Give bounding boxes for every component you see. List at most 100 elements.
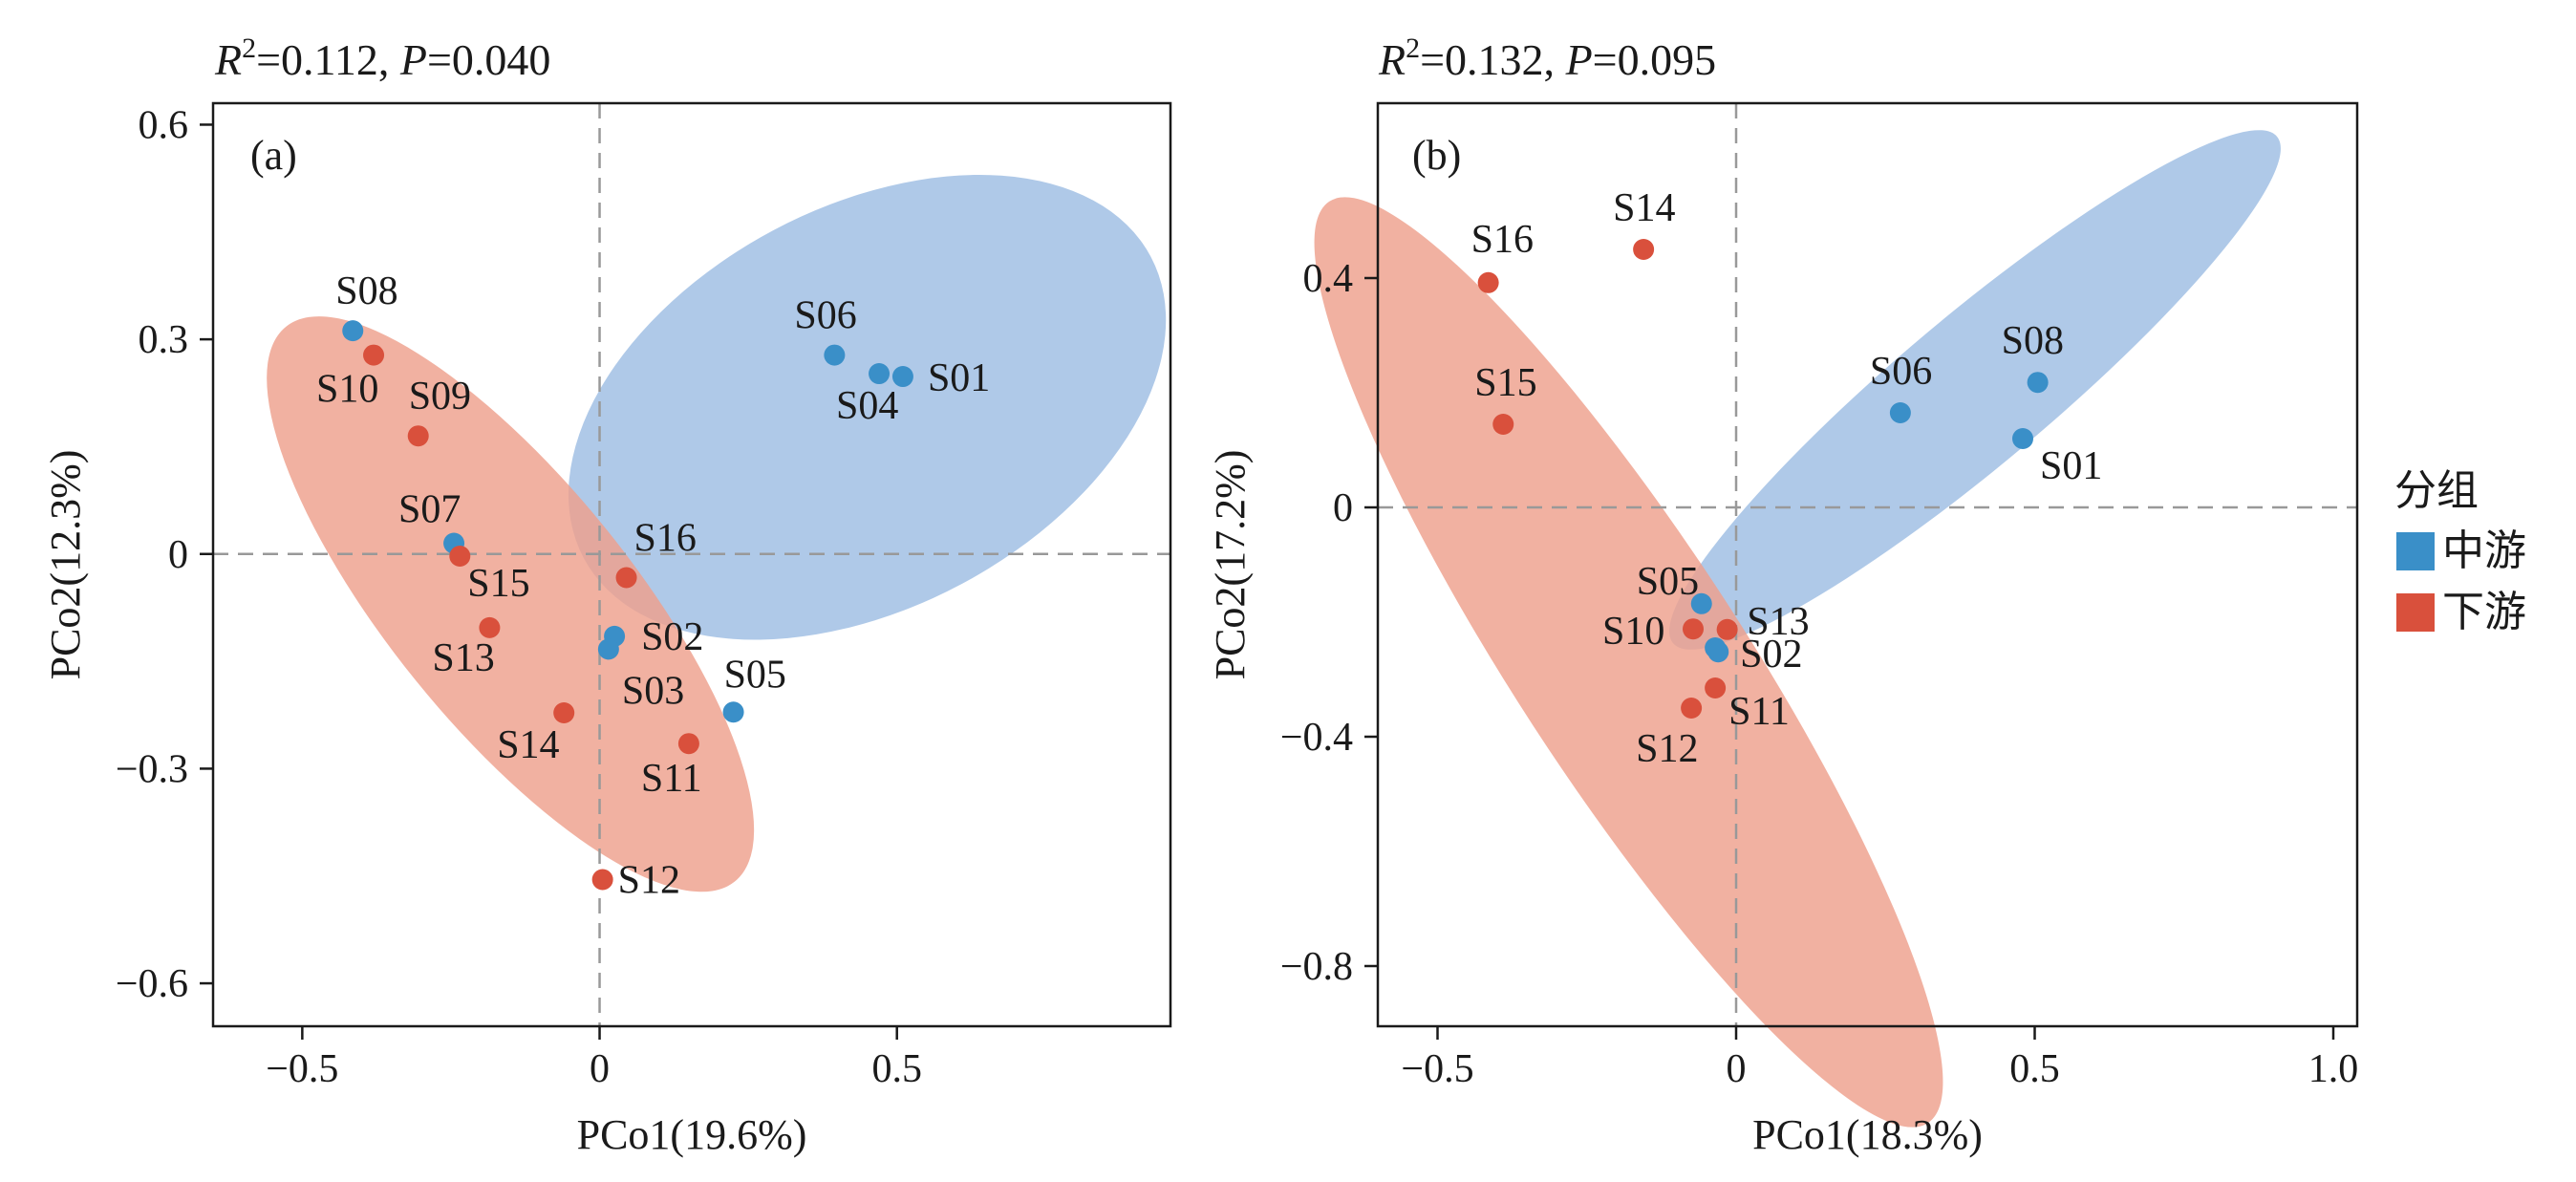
plot-frame — [1376, 101, 2359, 1028]
point-label-s13: S13 — [1747, 600, 1809, 644]
point-label-s12: S12 — [1636, 727, 1698, 771]
point-label-s02: S02 — [1740, 633, 1802, 677]
point-label-s04: S04 — [836, 384, 898, 428]
point-s06 — [1889, 402, 1911, 423]
point-s11 — [1705, 677, 1727, 698]
point-label-s16: S16 — [1471, 218, 1534, 262]
point-label-s01: S01 — [2040, 444, 2102, 488]
point-s13 — [479, 616, 501, 638]
point-s03 — [1716, 618, 1738, 640]
point-s14 — [553, 702, 575, 724]
point-label-s08: S08 — [2002, 319, 2064, 363]
point-label-s13: S13 — [432, 636, 494, 680]
point-label-s14: S14 — [497, 723, 559, 767]
point-label-s06: S06 — [794, 294, 856, 338]
y-tick-label: −0.6 — [116, 962, 188, 1006]
point-s10 — [363, 344, 385, 366]
point-label-s10: S10 — [1602, 610, 1664, 654]
y-tick-label: −0.3 — [116, 747, 188, 791]
legend-label-midstream: 中游 — [2442, 527, 2526, 575]
x-tick-label: −0.5 — [1401, 1047, 1473, 1091]
panel-label: (b) — [1412, 132, 1461, 179]
point-s15 — [449, 546, 471, 568]
y-axis-title: PCo2(12.3%) — [42, 450, 89, 680]
stat-r2-value: =0.112, — [256, 35, 400, 84]
panel-a-pcoa-plot: −0.5 0 0.5 0.6 0.3 0 −0.3 −0.6 PCo1(19.6%) PCo2(1… — [42, 32, 1172, 1158]
point-label-s11: S11 — [641, 757, 702, 801]
point-label-s10: S10 — [316, 368, 378, 412]
point-s01 — [891, 366, 913, 388]
panel-b-pcoa-plot: −0.5 0 0.5 1.0 0.4 0 −0.4 −0.8 PCo1(18.3%) PCo2(1… — [1207, 32, 2359, 1158]
ellipse-midstream — [568, 175, 1167, 640]
x-tick-label: 0.5 — [2009, 1047, 2060, 1091]
point-s12 — [591, 869, 613, 891]
stat-r2-value: =0.132, — [1420, 35, 1565, 84]
point-s08 — [342, 320, 364, 342]
y-tick-label: 0.4 — [1303, 257, 1354, 301]
point-label-s16: S16 — [634, 516, 697, 560]
point-label-s06: S06 — [1870, 350, 1932, 394]
point-label-s01: S01 — [928, 356, 990, 400]
x-tick-label: 1.0 — [2308, 1047, 2359, 1091]
point-label-s03: S03 — [622, 669, 684, 713]
legend-label-downstream: 下游 — [2442, 588, 2526, 636]
x-tick-label: 0.5 — [871, 1047, 922, 1091]
stat-r-symbol: R — [1378, 35, 1406, 84]
y-tick-label: 0.3 — [139, 318, 189, 362]
point-s01 — [2012, 428, 2033, 449]
point-s16 — [1477, 271, 1499, 293]
y-tick-label: 0 — [168, 533, 188, 577]
point-s14 — [1633, 239, 1655, 260]
point-label-s12: S12 — [618, 858, 680, 902]
point-s05 — [722, 701, 744, 723]
point-label-s15: S15 — [1474, 361, 1536, 405]
point-s05 — [1690, 592, 1712, 614]
point-label-s08: S08 — [335, 269, 397, 313]
x-tick-label: 0 — [590, 1047, 610, 1091]
point-label-s05: S05 — [1637, 560, 1699, 604]
point-s03 — [597, 638, 619, 660]
point-label-s11: S11 — [1728, 690, 1790, 734]
plot-frame — [211, 101, 1172, 1028]
y-tick-label: −0.4 — [1280, 716, 1353, 760]
point-label-s02: S02 — [641, 615, 703, 659]
ellipse-midstream — [1669, 130, 2281, 650]
stat-p-symbol: P — [1565, 35, 1593, 84]
point-label-s07: S07 — [398, 488, 461, 532]
y-tick-label: 0.6 — [139, 103, 189, 147]
y-tick-label: −0.8 — [1280, 945, 1353, 989]
x-tick-label: 0 — [1727, 1047, 1747, 1091]
y-tick-label: 0 — [1333, 486, 1353, 530]
point-s11 — [677, 733, 699, 755]
stat-annotation: R2=0.132, P=0.095 — [1378, 32, 1716, 84]
point-s16 — [615, 567, 637, 589]
point-s04 — [869, 363, 891, 385]
point-s12 — [1681, 698, 1703, 719]
ellipse-downstream — [1314, 197, 1943, 1128]
stat-p-value: =0.095 — [1593, 35, 1716, 84]
stat-r-symbol: R — [214, 35, 242, 84]
x-axis-title: PCo1(19.6%) — [577, 1111, 807, 1158]
stat-r-superscript: 2 — [242, 32, 256, 64]
stat-p-symbol: P — [399, 35, 427, 84]
point-s09 — [407, 425, 429, 447]
ellipse-downstream — [267, 316, 755, 892]
x-axis-title: PCo1(18.3%) — [1752, 1111, 1983, 1158]
point-s08 — [2027, 372, 2049, 394]
point-s02 — [1705, 637, 1727, 658]
stat-annotation: R2=0.112, P=0.040 — [214, 32, 550, 84]
point-label-s15: S15 — [467, 562, 529, 606]
point-label-s09: S09 — [409, 375, 471, 419]
legend-swatch-midstream — [2396, 532, 2435, 570]
legend-swatch-downstream — [2396, 593, 2435, 632]
point-label-s14: S14 — [1613, 186, 1675, 230]
point-s15 — [1492, 414, 1514, 435]
point-s06 — [824, 344, 846, 366]
point-s10 — [1683, 618, 1704, 640]
panel-label: (a) — [250, 132, 297, 179]
stat-r-superscript: 2 — [1406, 32, 1420, 64]
stat-p-value: =0.040 — [427, 35, 550, 84]
y-axis-title: PCo2(17.2%) — [1207, 450, 1254, 680]
